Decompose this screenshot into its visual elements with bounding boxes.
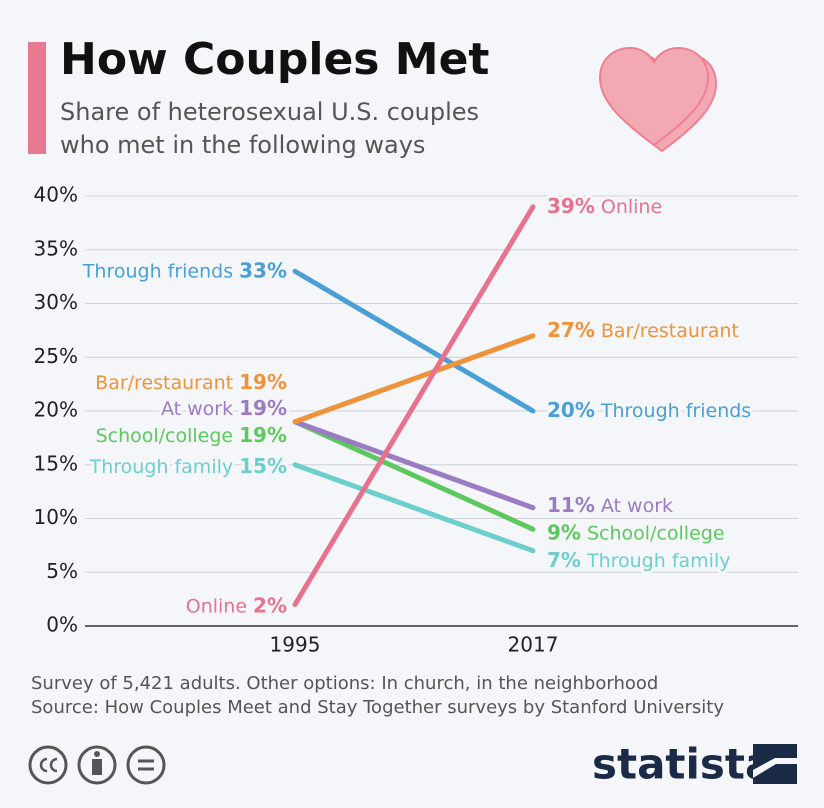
data-label: At work 19% bbox=[161, 395, 287, 419]
series-line bbox=[292, 204, 536, 607]
data-label: 7% Through family bbox=[547, 547, 730, 571]
y-tick-label: 25% bbox=[34, 344, 78, 368]
series-name: Through family bbox=[89, 455, 234, 477]
x-tick-label: 2017 bbox=[508, 633, 559, 657]
logo-mark bbox=[753, 744, 797, 784]
accent-bar bbox=[28, 42, 46, 154]
value-label: 20% bbox=[547, 398, 595, 422]
value-label: 19% bbox=[239, 395, 287, 419]
footnote: Survey of 5,421 adults. Other options: I… bbox=[31, 673, 658, 694]
data-label: Online 2% bbox=[186, 593, 287, 617]
data-label: Through friends 33% bbox=[82, 258, 287, 282]
subtitle: Share of heterosexual U.S. couples bbox=[60, 98, 479, 126]
y-tick-label: 5% bbox=[46, 559, 78, 583]
data-label: School/college 19% bbox=[96, 422, 287, 446]
x-tick-label: 1995 bbox=[270, 633, 321, 657]
series-line bbox=[292, 419, 536, 511]
value-label: 7% bbox=[547, 547, 581, 571]
series-line bbox=[292, 419, 536, 532]
y-tick-label: 15% bbox=[34, 451, 78, 475]
series-name: At work bbox=[601, 494, 673, 516]
data-label: 27% Bar/restaurant bbox=[547, 317, 739, 341]
series-name: School/college bbox=[96, 424, 234, 446]
series-name: Through friends bbox=[82, 260, 233, 282]
series-name: Through friends bbox=[600, 400, 751, 422]
data-label: 39% Online bbox=[547, 193, 662, 217]
data-label: Bar/restaurant 19% bbox=[95, 369, 287, 393]
y-tick-label: 10% bbox=[34, 505, 78, 529]
data-label: 20% Through friends bbox=[547, 398, 751, 422]
value-label: 27% bbox=[547, 317, 595, 341]
license-icons bbox=[28, 745, 166, 785]
value-label: 9% bbox=[547, 520, 581, 544]
data-label: 11% At work bbox=[547, 492, 673, 516]
series-name: Bar/restaurant bbox=[601, 319, 739, 341]
logo: statista bbox=[592, 740, 773, 789]
y-tick-label: 0% bbox=[46, 613, 78, 637]
series-name: Online bbox=[186, 595, 247, 617]
series-line bbox=[292, 462, 536, 554]
y-tick-label: 35% bbox=[34, 236, 78, 260]
y-tick-label: 40% bbox=[34, 183, 78, 207]
series-name: School/college bbox=[587, 522, 725, 544]
y-tick-label: 20% bbox=[34, 398, 78, 422]
value-label: 2% bbox=[253, 593, 287, 617]
heart-icon bbox=[598, 46, 718, 153]
series-name: Online bbox=[601, 195, 662, 217]
footnote: Source: How Couples Meet and Stay Togeth… bbox=[31, 697, 724, 718]
data-label: 9% School/college bbox=[547, 520, 725, 544]
value-label: 19% bbox=[239, 369, 287, 393]
value-label: 39% bbox=[547, 193, 595, 217]
value-label: 19% bbox=[239, 422, 287, 446]
series-line bbox=[292, 333, 536, 425]
value-label: 11% bbox=[547, 492, 595, 516]
series-line bbox=[292, 268, 536, 414]
series-name: Through family bbox=[586, 549, 731, 571]
series-name: Bar/restaurant bbox=[95, 371, 233, 393]
y-tick-label: 30% bbox=[34, 290, 78, 314]
series-name: At work bbox=[161, 397, 233, 419]
data-label: Through family 15% bbox=[89, 453, 287, 477]
title: How Couples Met bbox=[60, 34, 489, 85]
value-label: 33% bbox=[239, 258, 287, 282]
subtitle: who met in the following ways bbox=[60, 131, 425, 159]
value-label: 15% bbox=[239, 453, 287, 477]
